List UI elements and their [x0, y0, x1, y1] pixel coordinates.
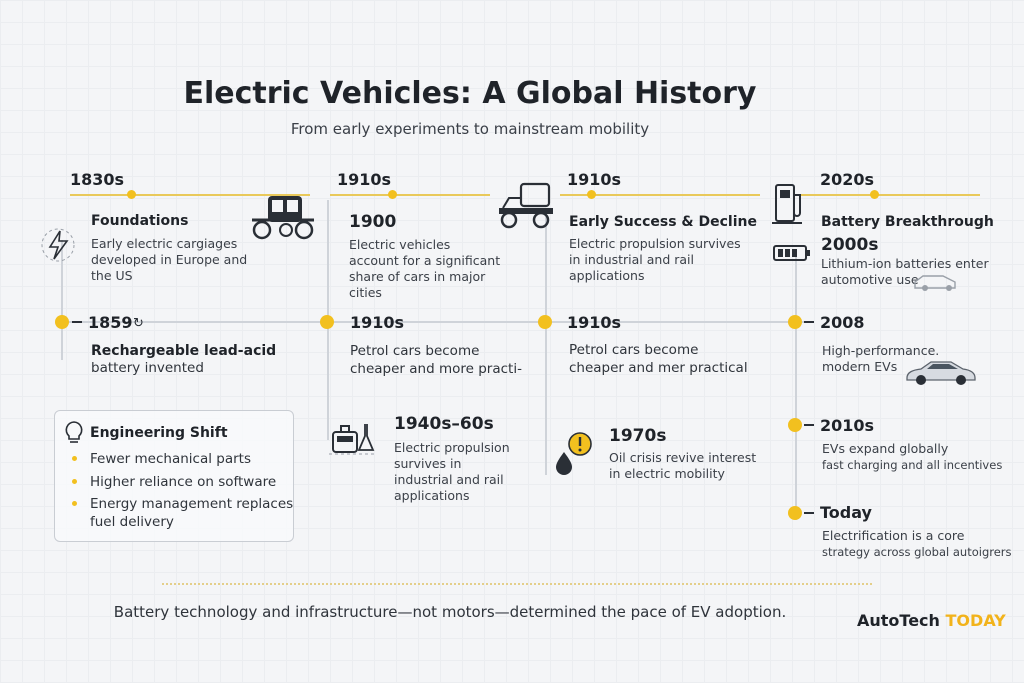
timeline-dot — [788, 315, 802, 329]
item-heading: 1940s–60s — [394, 414, 494, 434]
year-label: 1859 — [88, 313, 133, 332]
item-heading: Foundations — [91, 213, 189, 229]
item-text: Electric propulsion survives in industrial… — [394, 440, 510, 503]
year-label: Today — [820, 503, 872, 522]
carriage-icon — [248, 190, 318, 240]
item-heading: Early Success & Decline — [569, 214, 757, 230]
item-text: Petrol cars become cheaper and more pract… — [350, 343, 522, 377]
era-dot — [870, 190, 879, 199]
item-text: Early electric cargiages developed in Eur… — [91, 236, 248, 283]
column-line-4 — [795, 250, 797, 520]
item-text: battery invented — [91, 360, 204, 376]
timeline-dot — [788, 418, 802, 432]
year-label: 1910s — [567, 313, 622, 332]
timeline-dot — [538, 315, 552, 329]
item-text: Lithium-ion batteries enter automotive us… — [821, 256, 989, 287]
engineering-panel — [54, 410, 294, 542]
item-heading: 1970s — [609, 426, 667, 446]
timeline-main — [62, 321, 807, 323]
footer-divider — [162, 583, 872, 585]
item-text: High-performance. modern EVs — [822, 343, 940, 374]
item-text: Electric propulsion survives in industria… — [569, 236, 741, 283]
timeline-dot — [320, 315, 334, 329]
charging-station-icon — [772, 183, 808, 227]
era-label: 1910s — [567, 170, 622, 189]
oil-warning-icon — [550, 428, 598, 476]
lightbulb-icon — [63, 420, 85, 446]
year-label: 2008 — [820, 313, 865, 332]
brand-name: AutoTech — [857, 611, 940, 630]
car-outline-icon — [913, 272, 961, 292]
item-text: Oil crisis revive interest in electric mo… — [609, 450, 757, 481]
item-heading: 1900 — [349, 212, 397, 232]
item-text: Electric vehicles account for a significa… — [349, 237, 501, 300]
brand-logo: AutoTech TODAY — [857, 611, 1006, 630]
item-heading: Rechargeable lead-acid — [91, 343, 277, 359]
era-label: 1910s — [337, 170, 392, 189]
timeline-dot — [55, 315, 69, 329]
year-label: 2010s — [820, 416, 875, 435]
connector-tick — [804, 321, 814, 323]
column-line-3 — [545, 215, 547, 475]
panel-bullet: Fewer mechanical parts — [90, 451, 251, 467]
footer-note: Battery technology and infrastructure—no… — [113, 603, 787, 621]
item-text: Electrification is a core strategy across… — [822, 528, 1012, 559]
item-text: EVs expand globally fast charging and all… — [822, 441, 1003, 472]
timeline-dot — [788, 506, 802, 520]
era-dot — [388, 190, 397, 199]
era-line-3 — [560, 194, 760, 196]
panel-bullet: Energy management replaces fuel delivery — [90, 496, 294, 530]
bullet — [72, 479, 77, 484]
era-dot — [127, 190, 136, 199]
item-text: Petrol cars become cheaper and mer practi… — [569, 342, 748, 376]
era-label: 2020s — [820, 170, 875, 189]
refresh-icon: ↻ — [133, 316, 144, 331]
page-title: Electric Vehicles: A Global History — [183, 76, 757, 111]
era-line-1 — [70, 194, 310, 196]
bullet — [72, 501, 77, 506]
column-line-1 — [61, 240, 63, 360]
lightning-icon — [40, 225, 76, 265]
panel-title: Engineering Shift — [90, 425, 228, 441]
modern-car-icon — [903, 356, 977, 388]
item-heading: Battery Breakthrough — [821, 214, 994, 230]
lab-equipment-icon — [327, 418, 379, 460]
brand-accent: TODAY — [945, 611, 1006, 630]
item-subheading: 2000s — [821, 235, 879, 255]
era-line-4 — [800, 194, 980, 196]
connector-tick — [72, 321, 82, 323]
era-label: 1830s — [70, 170, 125, 189]
era-line-2 — [330, 194, 490, 196]
page-subtitle: From early experiments to mainstream mob… — [290, 120, 650, 138]
vintage-car-icon — [495, 180, 557, 230]
bullet — [72, 456, 77, 461]
battery-icon — [772, 243, 812, 263]
panel-bullet: Higher reliance on software — [90, 474, 277, 490]
era-dot — [587, 190, 596, 199]
connector-tick — [804, 424, 814, 426]
year-label: 1910s — [350, 313, 405, 332]
connector-tick — [804, 512, 814, 514]
